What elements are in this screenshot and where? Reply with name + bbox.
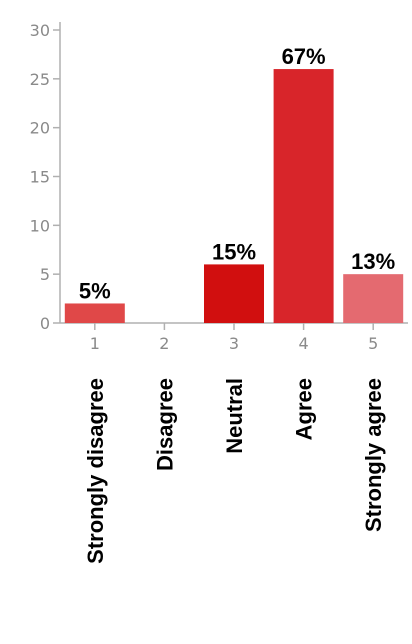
data-label: 5% [79,278,111,303]
bar [64,303,125,323]
bar [343,274,404,323]
category-label: Neutral [222,378,247,454]
category-label: Agree [292,378,317,440]
data-label: 13% [351,249,395,274]
bar [204,264,264,323]
y-tick-label: 5 [40,265,50,284]
y-axis: 0 5 10 15 20 25 30 [30,21,61,333]
y-tick-label: 0 [40,314,50,333]
y-tick-label: 10 [30,216,50,235]
category-label: Strongly disagree [83,378,108,564]
bar [273,69,334,323]
x-axis: 1 2 3 4 5 [60,322,408,353]
data-label: 15% [212,239,256,264]
data-label: 67% [282,44,326,69]
x-tick-label: 5 [368,334,378,353]
x-tick-label: 3 [229,334,239,353]
bars [64,69,404,323]
y-tick-label: 15 [30,168,50,187]
data-labels: 5% 15% 67% 13% [79,44,395,303]
category-label: Strongly agree [361,378,386,532]
x-tick-label: 2 [159,334,169,353]
y-tick-label: 25 [30,70,50,89]
y-tick-label: 30 [30,21,50,40]
x-tick-label: 4 [299,334,309,353]
category-labels: Strongly disagree Disagree Neutral Agree Str… [83,378,386,564]
y-tick-label: 20 [30,119,50,138]
x-tick-label: 1 [90,334,100,353]
category-label: Disagree [152,378,177,471]
